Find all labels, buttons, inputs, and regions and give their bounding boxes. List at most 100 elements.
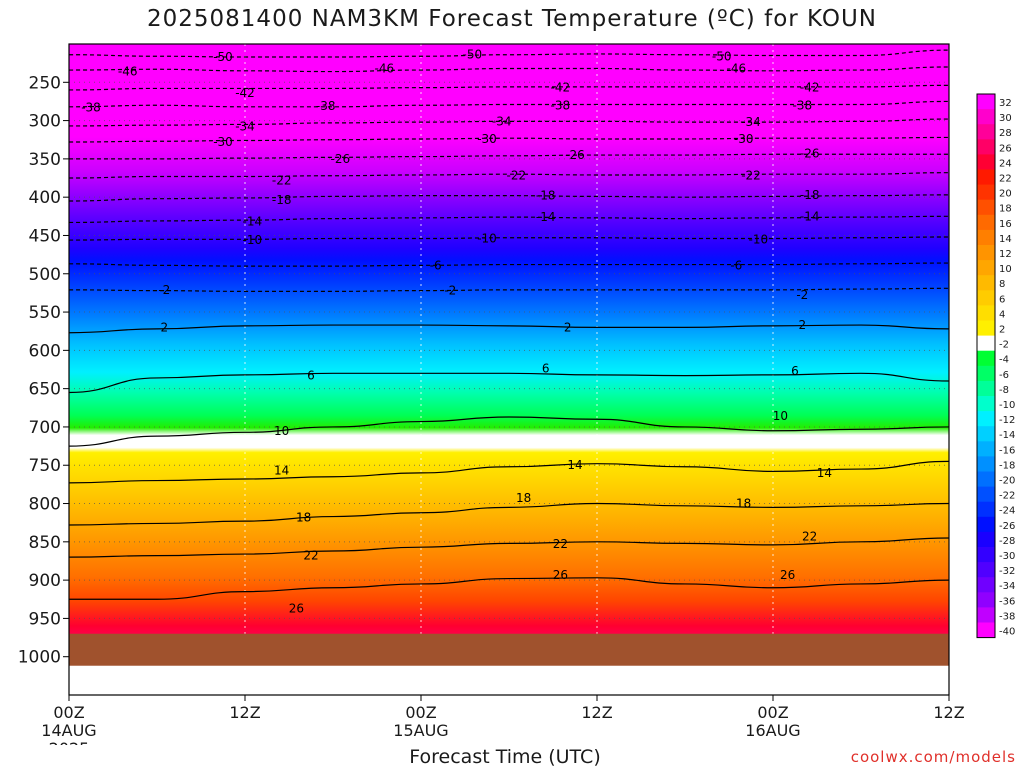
colorbar-label: -34 [999,581,1015,592]
isotherm-label: -30 [213,135,233,149]
grid-lines [69,44,949,695]
isotherm-label: -26 [331,152,351,166]
isotherm-label: -22 [507,169,527,183]
colorbar-swatch [977,245,995,261]
isotherm-label: -2 [158,283,170,297]
colorbar-swatch [977,275,995,291]
colorbar-label: -24 [999,506,1015,517]
y-tick-label: 500 [29,265,61,285]
y-tick-label: 750 [29,456,61,476]
isotherm-label: 10 [773,409,788,423]
colorbar-swatch [977,471,995,487]
y-tick-label: 450 [29,226,61,246]
y-tick-label: 600 [29,341,61,361]
colorbar-swatch [977,607,995,623]
isotherm-label: 26 [553,568,568,582]
colorbar-label: 12 [999,249,1012,260]
colorbar-swatch [977,109,995,125]
credit-link[interactable]: coolwx.com/models [850,748,1016,766]
colorbar-label: 26 [999,143,1012,154]
y-tick-label: 900 [29,571,61,591]
isotherm-22 [69,537,949,558]
colorbar-swatch [977,335,995,352]
isotherm-label: -26 [800,147,820,161]
colorbar-swatch [977,516,995,533]
isotherm-label: -46 [727,62,747,76]
colorbar-label: -36 [999,596,1015,607]
colorbar-swatch [977,154,995,170]
colorbar-label: -20 [999,476,1015,487]
colorbar-swatch [977,290,995,306]
chart-title: 2025081400 NAM3KM Forecast Temperature (… [147,6,877,32]
y-tick-label: 1000 [18,648,61,668]
y-tick-label: 400 [29,188,61,208]
isotherm-18 [69,502,949,526]
x-tick-year-label: 2025 [49,739,90,745]
colorbar-label: 6 [999,294,1005,305]
y-tick-label: 350 [29,150,61,170]
x-tick-label: 12Z [581,703,612,722]
colorbar-swatch [977,199,995,216]
colorbar-swatch [977,139,995,155]
colorbar-swatch [977,562,995,578]
isotherm-label: 22 [303,549,318,563]
isotherm-label: 6 [307,369,315,383]
colorbar-swatch [977,501,995,518]
isotherm-labels: -54-50 -50 -50-46 -46 -46-42 -42 -42-38 -38 -38-… [81,25,832,616]
colorbar-swatch [977,305,995,321]
colorbar-label: -40 [999,627,1015,638]
colorbar-swatch [977,396,995,412]
colorbar-label: -28 [999,536,1015,547]
colorbar-label: -32 [999,566,1015,577]
isotherm-label: 2 [799,318,807,332]
isotherm-contours [69,29,949,600]
isotherm-label: 6 [791,364,799,378]
time-axis: 00Z14AUG202512Z00Z15AUG12Z00Z16AUG12Z [41,695,965,745]
pressure-axis: 250 300 350 400 450 500 550 600 650 700 750 800 850 9… [18,73,69,668]
x-tick-label: 00Z [757,703,788,722]
colorbar-label: 30 [999,113,1012,124]
isotherm-label: -54 [492,25,512,39]
isotherm-label: -26 [565,148,585,162]
colorbar-label: -38 [999,611,1015,622]
colorbar-label: 8 [999,279,1005,290]
isotherm-label: -18 [272,193,292,207]
colorbar-swatch [977,547,995,563]
isotherm-label: 14 [567,458,582,472]
colorbar-swatch [977,592,995,608]
colorbar-swatch [977,380,995,397]
isotherm--54 [69,29,949,37]
colorbar-swatch [977,365,995,382]
colorbar-label: -6 [999,370,1009,381]
isotherm-label: -6 [730,258,742,272]
isotherm-label: -46 [375,62,395,76]
isotherm-label: -30 [734,132,754,146]
colorbar-label: -10 [999,400,1015,411]
isotherm-label: -6 [430,258,442,272]
colorbar-swatch [977,94,995,110]
isotherm-label: -22 [272,173,292,187]
colorbar-label: 18 [999,204,1012,215]
isotherm-label: 18 [516,491,531,505]
isotherm-label: -50 [213,50,233,64]
isotherm-14 [69,460,949,484]
colorbar-label: -14 [999,430,1015,441]
isotherm-label: 14 [274,464,289,478]
ground-below-surface [69,633,949,666]
isotherm-label: -42 [235,86,255,100]
colorbar-swatch [977,456,995,472]
colorbar-label: -26 [999,521,1015,532]
isotherm-label: -18 [536,189,556,203]
colorbar-label: -4 [999,355,1009,366]
isotherm-label: -22 [741,169,761,183]
colorbar-label: 28 [999,128,1012,139]
colorbar-swatch [977,486,995,503]
y-tick-label: 800 [29,495,61,515]
isotherm-label: -42 [551,81,571,95]
isotherm-26 [69,577,949,600]
colorbar-swatch [977,426,995,442]
isotherm-label: -34 [492,114,512,128]
colorbar-swatch [977,260,995,276]
colorbar-swatch [977,214,995,231]
isotherm-label: 2 [564,320,572,334]
